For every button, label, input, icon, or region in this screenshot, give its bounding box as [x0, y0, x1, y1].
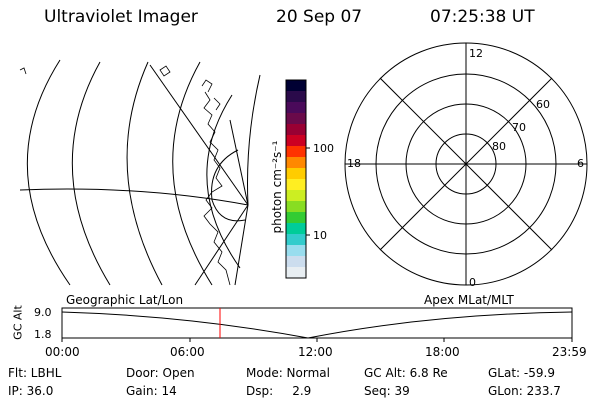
- instrument-title: Ultraviolet Imager: [44, 7, 198, 27]
- colorbar-segment: [286, 190, 306, 202]
- colorbar-segment: [286, 91, 306, 103]
- orbit-xtick-2359: 23:59: [552, 345, 587, 359]
- time-label: 07:25:38 UT: [430, 7, 535, 27]
- status-seq: Seq: 39: [364, 384, 410, 398]
- colorbar-segment: [286, 179, 306, 191]
- colorbar-segment: [286, 157, 306, 169]
- colorbar-segment: [286, 212, 306, 224]
- orbit-ytick-9: 9.0: [34, 306, 52, 319]
- status-gc-alt: GC Alt: 6.8 Re: [364, 366, 448, 380]
- status-dsp: Dsp: 2.9: [246, 384, 312, 398]
- colorbar-segment: [286, 201, 306, 213]
- mlat-label-80: 80: [492, 140, 506, 153]
- orbit-right-title: Apex MLat/MLT: [424, 293, 514, 307]
- colorbar-segment: [286, 168, 306, 180]
- mlat-label-60: 60: [536, 98, 550, 111]
- mlat-label-70: 70: [512, 121, 526, 134]
- colorbar-segment: [286, 245, 306, 257]
- status-mode: Mode: Normal: [246, 366, 330, 380]
- mlt-label-6: 6: [577, 157, 584, 170]
- colorbar-segment: [286, 102, 306, 114]
- status-door: Door: Open: [126, 366, 195, 380]
- orbit-left-title: Geographic Lat/Lon: [66, 293, 184, 307]
- status-glon: GLon: 233.7: [488, 384, 561, 398]
- colorbar-segment: [286, 80, 306, 92]
- status-glat: GLat: -59.9: [488, 366, 555, 380]
- coastline: [19, 65, 231, 286]
- status-gain: Gain: 14: [126, 384, 177, 398]
- colorbar-tick-10: 10: [313, 229, 327, 242]
- orbit-xtick-0000: 00:00: [45, 345, 80, 359]
- colorbar-segment: [286, 113, 306, 125]
- colorbar-segment: [286, 124, 306, 136]
- colorbar-segment: [286, 135, 306, 147]
- orbit-ytick-1_8: 1.8: [34, 328, 52, 341]
- colorbar-segment: [286, 267, 306, 279]
- colorbar-tick-100: 100: [313, 142, 334, 155]
- status-filter: Flt: LBHL: [8, 366, 62, 380]
- date-label: 20 Sep 07: [276, 7, 363, 27]
- colorbar-segment: [286, 223, 306, 235]
- colorbar-segment: [286, 256, 306, 268]
- mlt-label-0: 0: [469, 276, 476, 289]
- mlt-label-18: 18: [347, 157, 361, 170]
- orbit-xtick-1800: 18:00: [425, 345, 460, 359]
- orbit-xtick-1200: 12:00: [298, 345, 333, 359]
- colorbar-segment: [286, 146, 306, 158]
- status-ip: IP: 36.0: [8, 384, 54, 398]
- mlt-label-12: 12: [469, 47, 483, 60]
- orbit-xtick-0600: 06:00: [170, 345, 205, 359]
- colorbar-segment: [286, 234, 306, 246]
